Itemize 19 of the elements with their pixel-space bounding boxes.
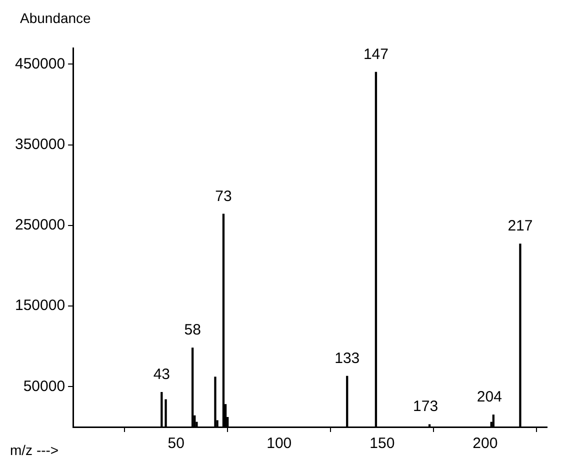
y-tick-label: 250000 xyxy=(14,216,66,234)
annotation: 204 xyxy=(476,388,502,406)
x-axis-title: m/z ---> xyxy=(10,442,59,458)
x-tick-label: 150 xyxy=(370,435,395,452)
annotation: 43 xyxy=(153,366,170,383)
x-tick-label: 100 xyxy=(266,435,292,452)
y-tick-label: 450000 xyxy=(14,55,66,72)
annotation: 147 xyxy=(363,46,388,63)
x-tick-label: 50 xyxy=(168,435,184,452)
annotation: 217 xyxy=(508,218,533,235)
y-tick-label: 350000 xyxy=(14,136,66,153)
y-tick-label: 50000 xyxy=(23,378,66,395)
annotation: 58 xyxy=(184,322,201,339)
annotation: 73 xyxy=(215,188,232,205)
y-axis-title: Abundance xyxy=(20,10,92,26)
annotation: 173 xyxy=(413,398,438,416)
x-tick-label: 200 xyxy=(472,435,498,452)
y-tick-label: 150000 xyxy=(14,297,66,314)
annotation: 133 xyxy=(334,350,360,367)
